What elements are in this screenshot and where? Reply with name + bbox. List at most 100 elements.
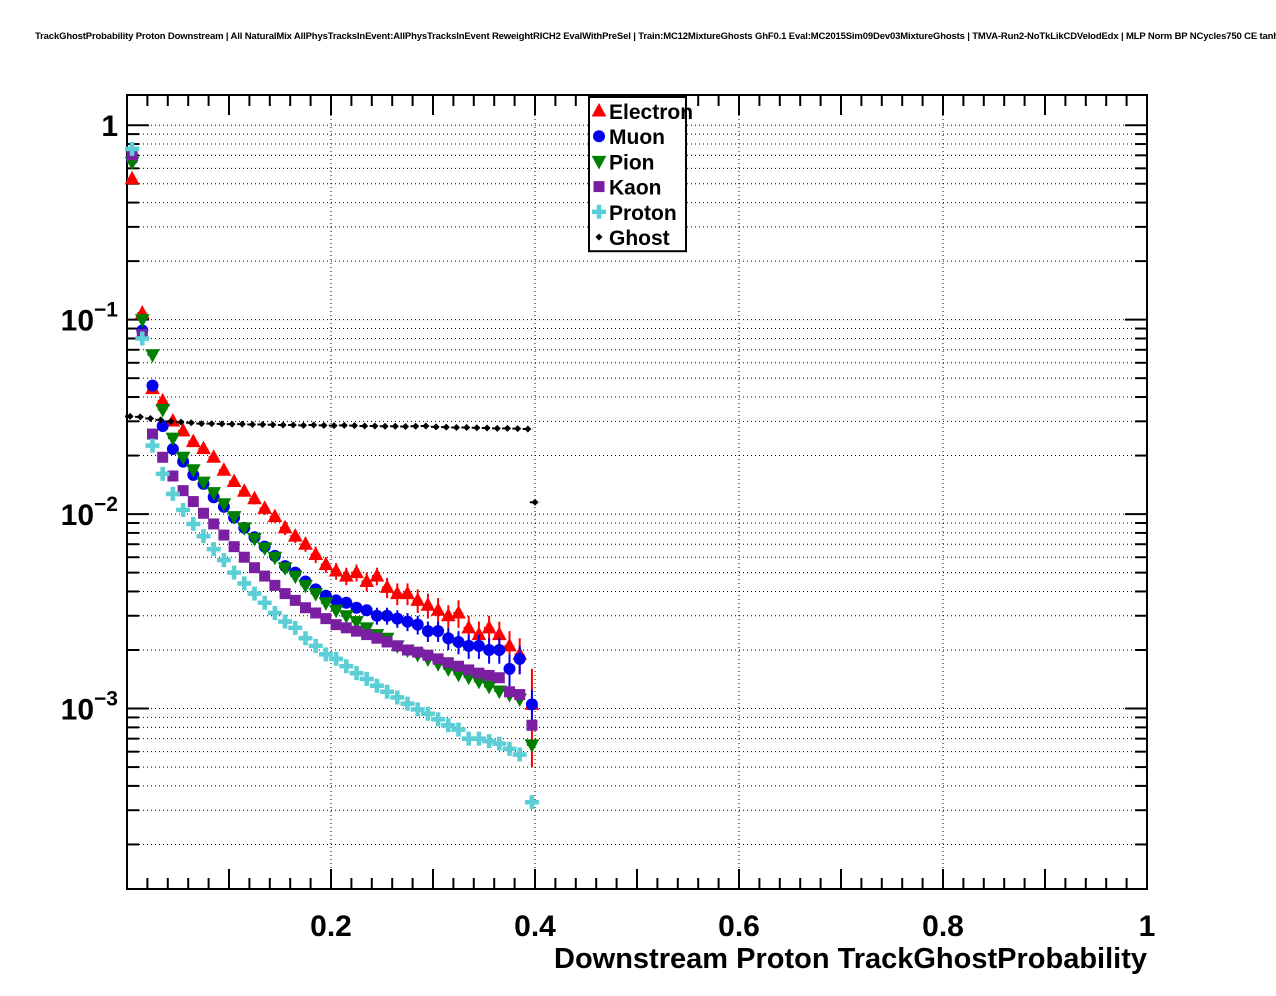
marker-square: [177, 485, 189, 497]
marker-dot: [248, 420, 256, 428]
marker-triangle-up: [379, 579, 395, 593]
marker-cross: [196, 529, 211, 544]
marker-square: [412, 646, 424, 658]
marker-dot: [218, 420, 226, 428]
marker-triangle-up: [591, 102, 607, 117]
marker-triangle-down: [318, 597, 334, 611]
marker-square: [463, 664, 475, 676]
series-muon: [126, 153, 538, 723]
marker-dot: [483, 424, 491, 432]
marker-circle: [411, 618, 424, 631]
marker-cross: [227, 565, 242, 580]
marker-circle: [421, 625, 434, 638]
marker-dot: [187, 419, 195, 427]
marker-triangle-up: [318, 556, 334, 571]
legend-entry-ghost[interactable]: Ghost: [595, 227, 670, 250]
marker-square: [269, 579, 281, 591]
marker-cross: [298, 631, 313, 646]
marker-square: [504, 686, 515, 698]
marker-circle: [503, 662, 516, 675]
marker-cross: [155, 466, 170, 481]
marker-circle: [442, 632, 455, 645]
marker-triangle-up: [389, 585, 405, 600]
marker-circle: [350, 601, 363, 614]
marker-circle: [525, 698, 538, 711]
marker-triangle-up: [298, 536, 313, 550]
legend-entry-label: Pion: [609, 151, 655, 174]
marker-cross: [216, 553, 231, 568]
marker-square: [218, 529, 230, 541]
marker-triangle-down: [287, 570, 303, 585]
legend-entry-label: Proton: [609, 202, 677, 225]
marker-triangle-up: [257, 500, 273, 514]
marker-dot: [350, 422, 358, 430]
marker-dot: [463, 423, 471, 431]
marker-cross: [206, 542, 221, 557]
marker-triangle-down: [134, 314, 150, 328]
marker-triangle-down: [145, 349, 160, 363]
marker-triangle-down: [491, 685, 507, 700]
marker-dot: [531, 498, 539, 506]
marker-dot: [310, 421, 318, 429]
marker-dot: [289, 421, 297, 429]
marker-circle: [462, 639, 475, 652]
marker-cross: [278, 614, 293, 629]
marker-square: [371, 632, 383, 644]
marker-dot: [412, 422, 420, 430]
marker-dot: [157, 416, 165, 424]
marker-cross: [400, 696, 415, 711]
marker-dot: [177, 418, 185, 426]
marker-triangle-up: [236, 483, 252, 497]
marker-circle: [330, 594, 343, 607]
marker-cross: [339, 659, 354, 674]
legend-entry-pion[interactable]: Pion: [591, 151, 655, 174]
marker-square: [208, 518, 220, 530]
legend-entry-electron[interactable]: Electron: [591, 101, 694, 124]
marker-triangle-up: [400, 585, 415, 600]
marker-circle: [370, 609, 383, 622]
marker-dot: [146, 415, 154, 423]
marker-dot: [167, 417, 175, 425]
marker-square: [147, 428, 158, 440]
marker-dot: [228, 420, 236, 428]
marker-triangle-down: [267, 551, 283, 566]
marker-dot: [330, 422, 338, 430]
marker-triangle-down: [155, 404, 171, 418]
y-tick-label: 10−2: [61, 493, 118, 532]
marker-triangle-up: [328, 562, 344, 577]
marker-cross: [308, 638, 323, 653]
marker-dot: [493, 424, 501, 432]
marker-cross: [145, 438, 160, 453]
marker-cross: [237, 576, 252, 591]
canvas-title: TrackGhostProbability Proton Downstream …: [35, 31, 1276, 42]
marker-dot: [320, 421, 328, 429]
marker-square: [249, 562, 260, 574]
legend-entry-label: Muon: [609, 126, 665, 149]
marker-square: [526, 719, 538, 731]
marker-square: [330, 619, 342, 631]
marker-dot: [238, 420, 246, 428]
marker-square: [289, 594, 301, 606]
marker-triangle-up: [420, 597, 436, 611]
marker-triangle-up: [369, 568, 385, 582]
legend-entry-kaon[interactable]: Kaon: [593, 177, 662, 200]
x-tick-label: 0.8: [922, 910, 964, 943]
legend-entry-proton[interactable]: Proton: [592, 202, 677, 225]
marker-dot: [381, 422, 389, 430]
marker-triangle-down: [247, 532, 262, 547]
marker-cross: [431, 712, 446, 727]
marker-triangle-down: [226, 511, 242, 525]
legend-entry-label: Electron: [609, 101, 693, 124]
marker-triangle-up: [267, 508, 283, 523]
marker-circle: [483, 644, 496, 657]
legend-entry-muon[interactable]: Muon: [593, 126, 665, 149]
x-axis-title: Downstream Proton TrackGhostProbability: [554, 943, 1147, 975]
axis-tick-labels: 1 10−1 10−2 10−3 0.2 0.4 0.6 0.8 1: [61, 110, 1156, 943]
marker-triangle-down: [481, 680, 497, 695]
marker-triangle-up: [502, 637, 517, 652]
marker-cross: [247, 586, 262, 601]
marker-square: [493, 672, 505, 684]
series-pion: [124, 156, 540, 753]
marker-triangle-down: [196, 476, 211, 491]
